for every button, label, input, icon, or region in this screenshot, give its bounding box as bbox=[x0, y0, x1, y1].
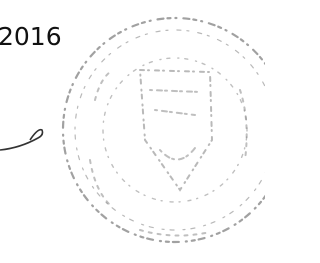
date-text: 2016 bbox=[0, 22, 62, 51]
document-scan: 2016 bbox=[0, 0, 265, 263]
stamp bbox=[63, 18, 265, 242]
signature-stroke bbox=[0, 130, 43, 150]
page: {"text": "2016"} 2016 (() => { const dat… bbox=[0, 0, 265, 263]
